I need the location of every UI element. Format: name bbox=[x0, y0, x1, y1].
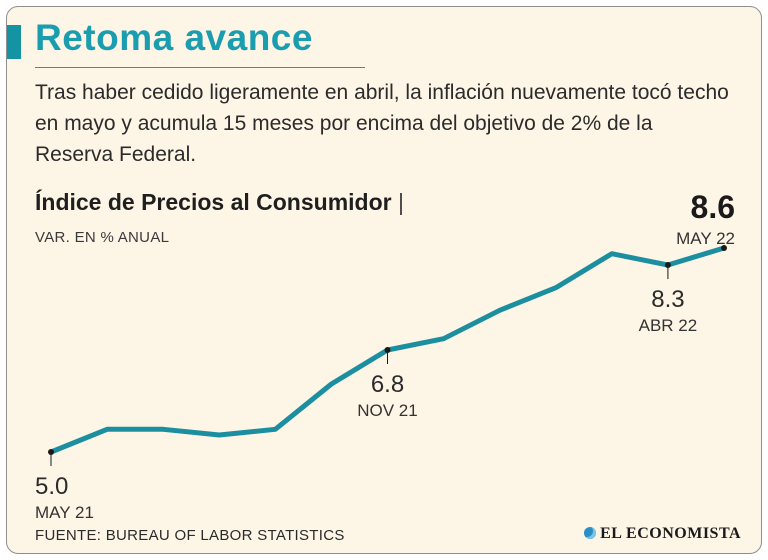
chart-title: Índice de Precios al Consumidor | bbox=[35, 189, 404, 216]
chart-title-separator: | bbox=[397, 189, 404, 215]
data-point bbox=[609, 251, 615, 256]
infographic-card: Retoma avance Tras haber cedido ligerame… bbox=[6, 6, 762, 554]
chart-title-text: Índice de Precios al Consumidor bbox=[35, 189, 392, 215]
globe-icon bbox=[584, 527, 597, 539]
line-chart: 5.0 MAY 21 6.8 NOV 21 8.3 ABR 22 bbox=[35, 245, 727, 522]
data-point bbox=[104, 427, 110, 432]
data-point bbox=[217, 432, 222, 438]
page-title: Retoma avance bbox=[35, 17, 313, 58]
data-point bbox=[553, 285, 558, 290]
source-note: FUENTE: BUREAU OF LABOR STATISTICS bbox=[35, 527, 345, 544]
annotation-value: 6.8 bbox=[371, 371, 404, 398]
y-axis-label: VAR. EN % ANUAL bbox=[35, 229, 170, 246]
data-point bbox=[441, 336, 446, 341]
annotation-date: MAY 21 bbox=[35, 503, 94, 522]
highlight-marker bbox=[721, 245, 727, 251]
data-point bbox=[497, 308, 502, 313]
latest-value-label: 8.6 bbox=[690, 189, 735, 225]
annotation-date: ABR 22 bbox=[639, 316, 698, 335]
title-accent-bar bbox=[7, 25, 21, 59]
annotation-date: NOV 21 bbox=[357, 401, 417, 420]
brand-name: EL ECONOMISTA bbox=[600, 525, 741, 542]
subtitle: Tras haber cedido ligeramente en abril, … bbox=[35, 81, 729, 166]
annotation-value: 8.3 bbox=[651, 286, 684, 313]
annotation-value: 5.0 bbox=[35, 473, 68, 500]
brand-logo: EL ECONOMISTA bbox=[584, 525, 741, 543]
latest-date-label: MAY 22 bbox=[676, 229, 735, 248]
data-point bbox=[273, 427, 278, 432]
data-point bbox=[329, 381, 334, 387]
title-underline bbox=[35, 67, 365, 68]
data-point bbox=[160, 427, 166, 432]
